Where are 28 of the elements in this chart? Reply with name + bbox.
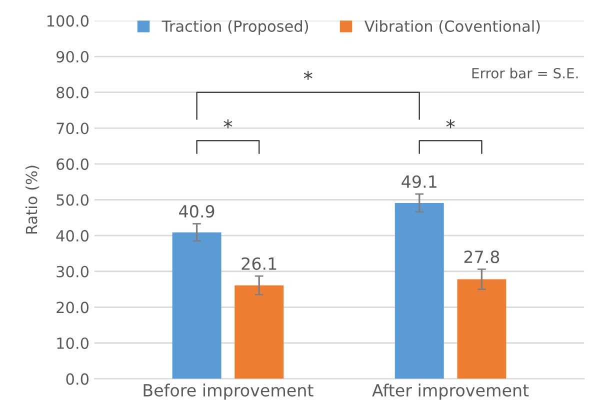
data-label: 49.1 <box>402 175 436 188</box>
legend-label: Vibration (Coventional) <box>364 20 540 34</box>
y-tick-label: 70.0 <box>56 122 89 134</box>
data-label: 40.9 <box>179 205 214 218</box>
y-tick-label: 90.0 <box>56 50 89 63</box>
bar <box>172 232 222 379</box>
annotation: * <box>304 70 312 80</box>
y-tick-label: 40.0 <box>56 230 89 242</box>
y-tick-label: 30.0 <box>56 266 89 278</box>
y-tick-label: 10.0 <box>57 337 89 350</box>
annotation: * <box>446 119 455 128</box>
legend-label: Traction (Proposed) <box>162 20 308 35</box>
y-tick-label: 50.0 <box>56 194 89 206</box>
bar <box>457 279 506 379</box>
annotation: * <box>224 119 232 128</box>
y-axis-title: Ratio (%) <box>25 166 40 234</box>
y-tick-label: 0.0 <box>66 373 89 385</box>
data-label: 27.8 <box>464 250 500 264</box>
y-tick-label: 20.0 <box>56 302 89 314</box>
data-label: 26.1 <box>242 257 276 270</box>
x-tick-label: After improvement <box>372 384 529 400</box>
x-tick-label: Before improvement <box>144 384 314 400</box>
annotation: Error bar = S.E. <box>472 68 578 78</box>
y-tick-label: 60.0 <box>56 158 89 170</box>
bar <box>234 285 284 379</box>
y-tick-label: 80.0 <box>56 86 89 98</box>
bar <box>394 202 444 379</box>
y-tick-label: 100.0 <box>47 15 89 27</box>
